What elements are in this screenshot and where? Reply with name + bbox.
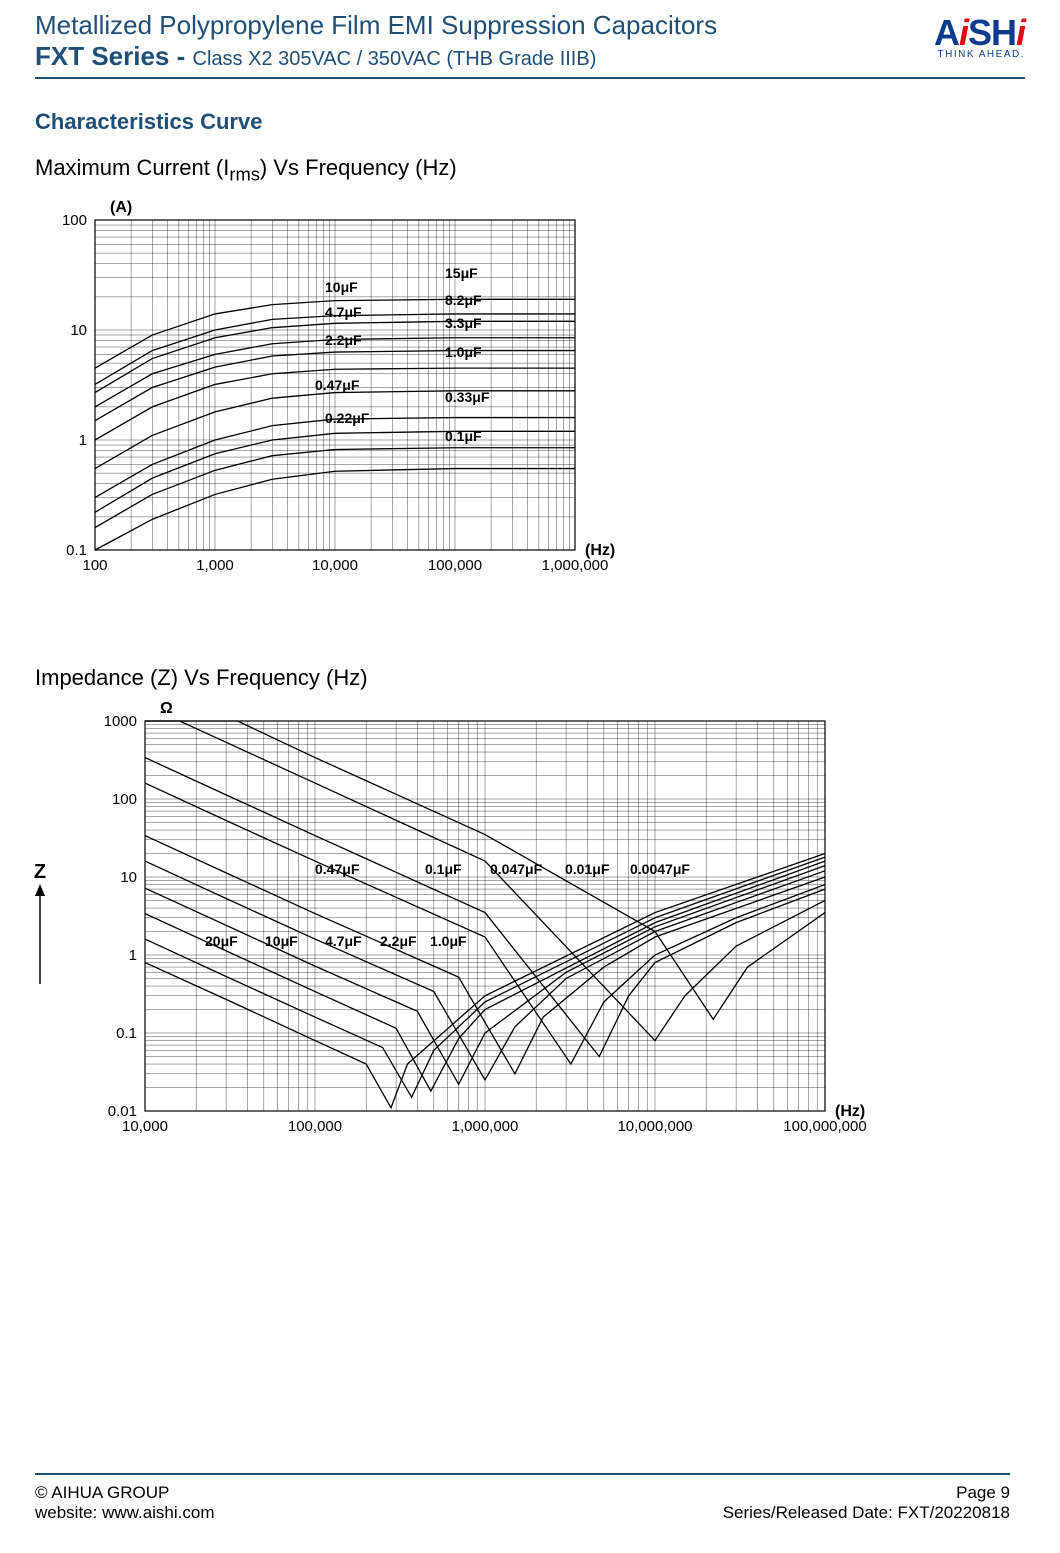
svg-text:3.3μF: 3.3μF [445, 315, 482, 331]
svg-text:2.2μF: 2.2μF [325, 332, 362, 348]
svg-text:1,000,000: 1,000,000 [452, 1118, 519, 1135]
svg-text:10,000,000: 10,000,000 [617, 1118, 692, 1135]
svg-text:10: 10 [70, 322, 87, 339]
svg-text:100: 100 [62, 212, 87, 229]
chart1: 100 1,000 10,000 100,000 1,000,000 0.1 1 10 100 (… [35, 195, 1025, 595]
page-number: Page 9 [723, 1483, 1010, 1503]
header-text: Metallized Polypropylene Film EMI Suppre… [35, 10, 934, 72]
svg-text:(Hz): (Hz) [585, 542, 615, 559]
svg-text:2.2μF: 2.2μF [380, 933, 417, 949]
svg-text:10: 10 [120, 869, 137, 886]
footer-divider [35, 1473, 1010, 1475]
header-divider [35, 77, 1025, 79]
footer-row: © AIHUA GROUP website: www.aishi.com Pag… [35, 1483, 1010, 1523]
svg-text:100,000,000: 100,000,000 [783, 1118, 866, 1135]
svg-text:10μF: 10μF [265, 933, 298, 949]
svg-text:100: 100 [82, 557, 107, 574]
svg-text:0.22μF: 0.22μF [325, 410, 370, 426]
footer-left: © AIHUA GROUP website: www.aishi.com [35, 1483, 215, 1523]
svg-text:0.01: 0.01 [108, 1103, 137, 1120]
website: website: www.aishi.com [35, 1503, 215, 1523]
z-label: Z [30, 861, 50, 884]
z-arrow-icon [30, 884, 50, 984]
doc-title-2: FXT Series - Class X2 305VAC / 350VAC (T… [35, 41, 934, 72]
svg-text:20μF: 20μF [205, 933, 238, 949]
svg-text:1,000,000: 1,000,000 [542, 557, 609, 574]
svg-text:1000: 1000 [104, 713, 137, 730]
svg-text:15μF: 15μF [445, 265, 478, 281]
svg-text:0.47μF: 0.47μF [315, 377, 360, 393]
svg-text:100,000: 100,000 [288, 1118, 342, 1135]
svg-text:10μF: 10μF [325, 279, 358, 295]
svg-text:0.1μF: 0.1μF [445, 428, 482, 444]
footer-right: Page 9 Series/Released Date: FXT/2022081… [723, 1483, 1010, 1523]
logo-tagline: THINK AHEAD. [934, 49, 1025, 60]
chart2-svg: 10,000 100,000 1,000,000 10,000,000 100,000,… [65, 701, 885, 1151]
series-name: FXT Series - [35, 41, 193, 71]
svg-text:0.1μF: 0.1μF [425, 861, 462, 877]
copyright: © AIHUA GROUP [35, 1483, 215, 1503]
svg-text:0.33μF: 0.33μF [445, 389, 490, 405]
chart1-svg: 100 1,000 10,000 100,000 1,000,000 0.1 1 10 100 (… [35, 195, 635, 595]
logo-text: AiSHi [934, 15, 1025, 51]
svg-text:0.01μF: 0.01μF [565, 861, 610, 877]
svg-text:Ω: Ω [160, 701, 173, 717]
svg-text:4.7μF: 4.7μF [325, 304, 362, 320]
svg-text:8.2μF: 8.2μF [445, 292, 482, 308]
svg-text:1: 1 [129, 947, 137, 964]
svg-text:1.0μF: 1.0μF [430, 933, 467, 949]
z-axis-indicator: Z [30, 861, 50, 984]
svg-text:1: 1 [79, 432, 87, 449]
svg-text:1,000: 1,000 [196, 557, 234, 574]
svg-text:0.1: 0.1 [116, 1025, 137, 1042]
series-desc: Class X2 305VAC / 350VAC (THB Grade IIIB… [193, 48, 597, 70]
logo: AiSHi THINK AHEAD. [934, 15, 1025, 60]
section-heading: Characteristics Curve [35, 109, 1025, 135]
release-date: Series/Released Date: FXT/20220818 [723, 1503, 1010, 1523]
svg-text:100,000: 100,000 [428, 557, 482, 574]
svg-text:10,000: 10,000 [122, 1118, 168, 1135]
svg-text:(Hz): (Hz) [835, 1103, 865, 1120]
svg-text:10,000: 10,000 [312, 557, 358, 574]
chart1-title: Maximum Current (Irms) Vs Frequency (Hz) [35, 155, 1025, 185]
svg-text:100: 100 [112, 791, 137, 808]
svg-text:0.1: 0.1 [66, 542, 87, 559]
footer: © AIHUA GROUP website: www.aishi.com Pag… [35, 1473, 1010, 1523]
svg-text:(A): (A) [110, 199, 132, 216]
svg-text:1.0μF: 1.0μF [445, 344, 482, 360]
chart2-title: Impedance (Z) Vs Frequency (Hz) [35, 665, 1025, 691]
svg-text:0.0047μF: 0.0047μF [630, 861, 690, 877]
chart2: Z 10,000100,0001,000,00010,000,000100,00… [65, 701, 1025, 1151]
doc-title-1: Metallized Polypropylene Film EMI Suppre… [35, 10, 934, 41]
header: Metallized Polypropylene Film EMI Suppre… [35, 0, 1025, 72]
